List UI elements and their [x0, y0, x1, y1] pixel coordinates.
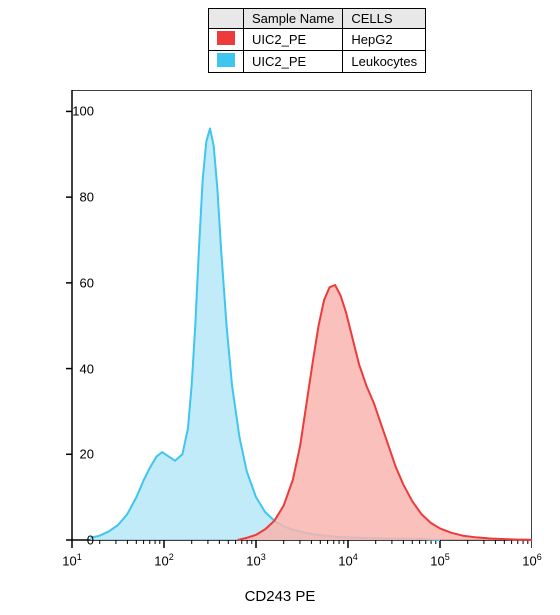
y-tick-label: 100 [72, 104, 94, 119]
legend-header-swatch [209, 9, 244, 29]
y-tick-label: 80 [80, 190, 94, 205]
x-tick-label: 102 [154, 552, 173, 568]
x-tick-label: 103 [246, 552, 265, 568]
x-tick-label: 106 [522, 552, 541, 568]
legend-swatch-red [217, 31, 235, 45]
chart-plot-area [72, 90, 532, 540]
x-tick-label: 104 [338, 552, 357, 568]
y-tick-label: 20 [80, 447, 94, 462]
legend-cells: HepG2 [343, 29, 426, 51]
x-tick-label: 105 [430, 552, 449, 568]
x-tick-label: 101 [62, 552, 81, 568]
legend-table: Sample Name CELLS UIC2_PE HepG2 UIC2_PE … [208, 8, 426, 73]
legend-header-sample: Sample Name [244, 9, 343, 29]
chart-svg [64, 90, 532, 550]
legend-row: UIC2_PE HepG2 [209, 29, 426, 51]
legend-sample: UIC2_PE [244, 51, 343, 73]
x-axis-label: CD243 PE [245, 588, 316, 605]
legend-swatch-cell [209, 51, 244, 73]
y-tick-label: 60 [80, 275, 94, 290]
legend-header-cells: CELLS [343, 9, 426, 29]
legend-row: UIC2_PE Leukocytes [209, 51, 426, 73]
legend-cells: Leukocytes [343, 51, 426, 73]
legend-sample: UIC2_PE [244, 29, 343, 51]
legend-header-row: Sample Name CELLS [209, 9, 426, 29]
y-tick-label: 0 [87, 533, 94, 548]
legend-swatch-cell [209, 29, 244, 51]
legend-swatch-blue [217, 53, 235, 67]
y-tick-label: 40 [80, 361, 94, 376]
